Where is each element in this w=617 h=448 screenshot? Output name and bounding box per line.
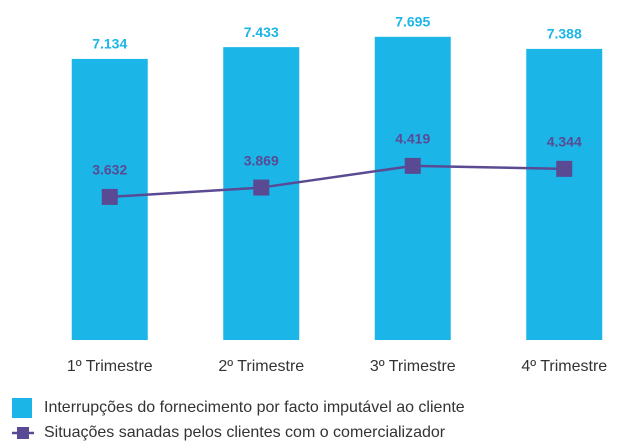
bar (374, 36, 451, 340)
line-value-label: 3.869 (244, 152, 279, 168)
x-tick-label: 2º Trimestre (218, 358, 304, 375)
line-value-label: 4.419 (395, 131, 430, 147)
line-marker (404, 157, 421, 174)
line-marker (253, 179, 270, 196)
bar-value-label: 7.388 (547, 26, 582, 42)
bar-value-label: 7.433 (244, 24, 279, 40)
bar-value-label: 7.134 (92, 36, 127, 52)
legend-label: Situações sanadas pelos clientes com o c… (44, 424, 446, 441)
x-tick-label: 3º Trimestre (370, 358, 456, 375)
legend-swatch (12, 398, 32, 418)
line-value-label: 3.632 (92, 162, 127, 178)
line-value-label: 4.344 (547, 134, 582, 150)
x-tick-label: 4º Trimestre (521, 358, 607, 375)
legend-swatch-marker (17, 427, 29, 439)
line (109, 164, 565, 199)
line-marker (556, 160, 573, 177)
bar (526, 48, 603, 340)
line-marker (101, 188, 118, 205)
legend-label: Interrupções do fornecimento por facto i… (44, 399, 465, 416)
x-tick-label: 1º Trimestre (67, 358, 153, 375)
bar-value-label: 7.695 (395, 14, 430, 30)
